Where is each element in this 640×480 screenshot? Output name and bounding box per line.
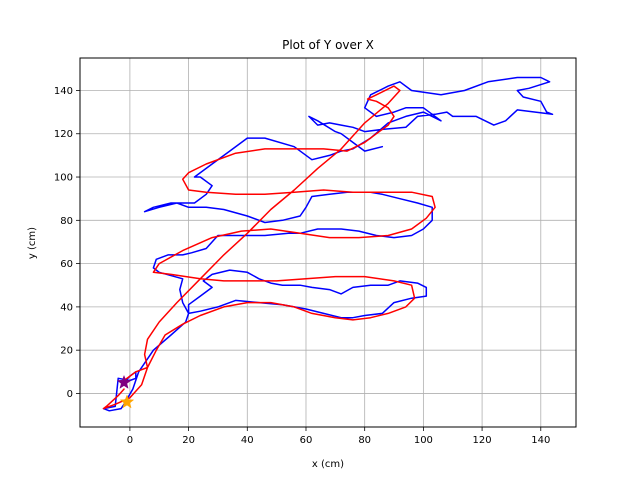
x-tick-label: 120: [473, 435, 492, 446]
start-star-marker: [116, 374, 132, 389]
chart-title: Plot of Y over X: [282, 38, 374, 52]
y-tick-label: 120: [54, 129, 73, 140]
x-axis-ticks: 0 20 40 60 80 100 120 140: [127, 427, 550, 446]
y-tick-label: 0: [67, 389, 73, 400]
y-tick-label: 100: [54, 173, 73, 184]
axes-frame: [79, 57, 577, 428]
x-tick-label: 80: [358, 435, 371, 446]
x-tick-label: 60: [300, 435, 313, 446]
series-line-2: [102, 85, 436, 410]
x-tick-label: 100: [414, 435, 433, 446]
x-tick-label: 40: [241, 435, 254, 446]
y-tick-label: 20: [60, 346, 73, 357]
y-axis-label: y (cm): [27, 227, 38, 259]
x-axis-label: x (cm): [312, 459, 344, 470]
x-tick-label: 20: [182, 435, 195, 446]
y-tick-label: 40: [60, 302, 73, 313]
x-tick-label: 0: [127, 435, 133, 446]
y-tick-label: 60: [60, 259, 73, 270]
series-line-1: [102, 76, 554, 412]
end-star-marker: [119, 394, 135, 409]
y-tick-label: 140: [54, 86, 73, 97]
plot-area: [102, 76, 554, 412]
y-axis-ticks: 0 20 40 60 80 100 120 140: [54, 86, 80, 400]
gridlines: [80, 58, 576, 427]
x-tick-label: 140: [531, 435, 550, 446]
y-tick-label: 80: [60, 216, 73, 227]
